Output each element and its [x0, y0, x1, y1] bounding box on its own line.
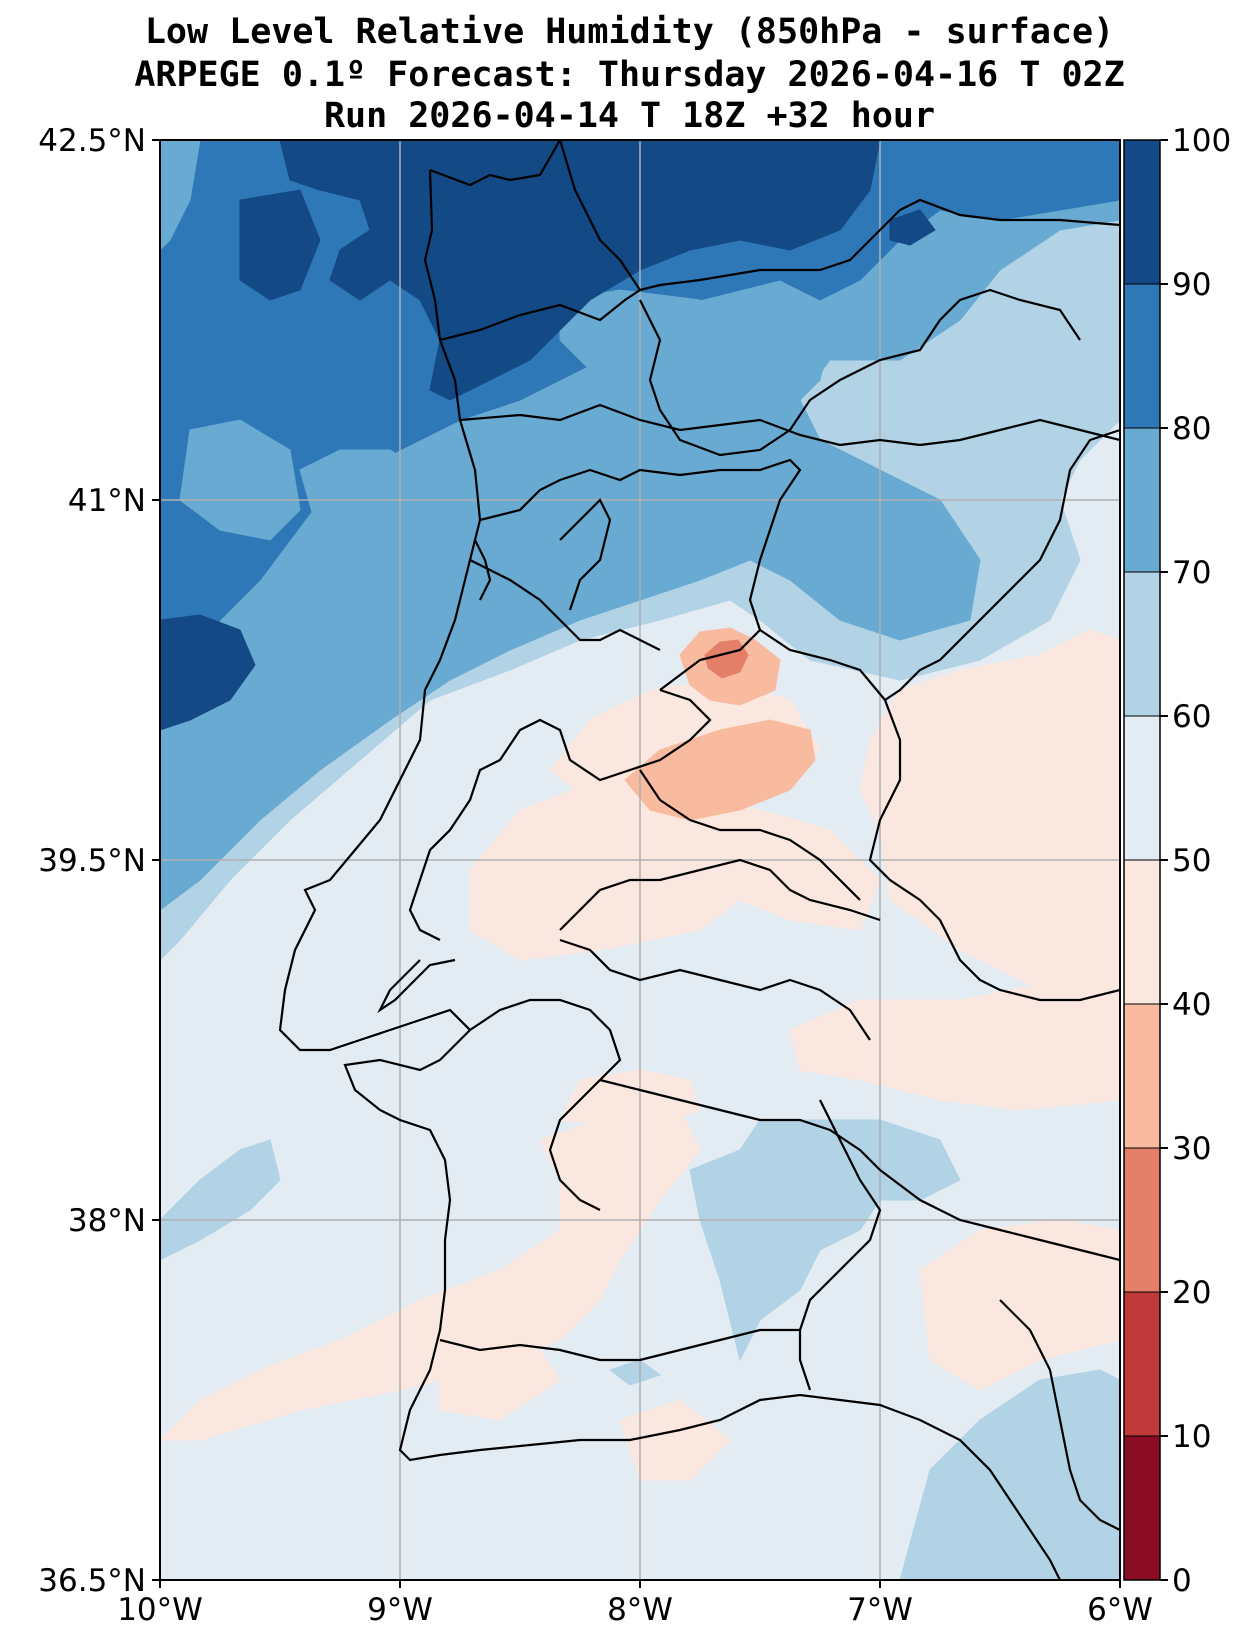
lat-tick: 39.5°N	[38, 843, 160, 879]
longitude-axis: 10°W 9°W 8°W 7°W 6°W	[117, 1580, 1153, 1628]
colorbar-tick-label: 60	[1172, 699, 1211, 735]
lon-tick: 10°W	[117, 1580, 203, 1628]
humidity-band-30-40	[624, 719, 816, 821]
humidity-band-40-50	[619, 1399, 731, 1481]
lon-tick-label: 8°W	[607, 1592, 673, 1628]
border-district	[559, 858, 881, 931]
border-minho-douro	[439, 289, 641, 342]
lat-tick-label: 41°N	[68, 483, 146, 519]
humidity-band-60-70	[758, 1119, 841, 1156]
border-district	[759, 629, 886, 701]
border-district	[559, 938, 871, 1041]
humidity-band-40-50	[919, 1219, 1120, 1391]
colorbar-segment	[1124, 284, 1160, 428]
map-title-line-2: ARPEGE 0.1º Forecast: Thursday 2026-04-1…	[134, 55, 1125, 95]
lon-tick-label: 7°W	[847, 1592, 913, 1628]
border-district	[639, 288, 1081, 457]
humidity-band-90-100	[160, 614, 256, 731]
colorbar-tick-label: 100	[1172, 123, 1231, 159]
map-title-line-3: Run 2026-04-14 T 18Z +32 hour	[323, 96, 936, 136]
border-district	[599, 1078, 881, 1171]
lon-tick: 7°W	[847, 1580, 913, 1628]
border-district	[459, 403, 1120, 447]
coastline	[278, 169, 1061, 1580]
lat-tick: 36.5°N	[38, 1563, 160, 1599]
lon-tick-label: 10°W	[117, 1592, 203, 1628]
colorbar-tick-label: 40	[1172, 987, 1211, 1023]
colorbar-segment	[1124, 1436, 1160, 1580]
border-spain-portugal-north	[429, 140, 561, 187]
colorbar-tick-label: 90	[1172, 267, 1211, 303]
colorbar-tick-label: 20	[1172, 1275, 1211, 1311]
border-portugal-spain-east	[868, 428, 1120, 1002]
lat-tick-label: 38°N	[68, 1203, 146, 1239]
lat-tick: 42.5°N	[38, 123, 160, 159]
lon-tick: 8°W	[607, 1580, 673, 1628]
colorbar-tick-label: 10	[1172, 1419, 1211, 1455]
border-district	[479, 458, 802, 691]
border-district	[469, 559, 661, 651]
humidity-band-20-30	[704, 639, 749, 679]
humidity-band-40-50	[789, 979, 1120, 1111]
lon-tick: 9°W	[367, 1580, 433, 1628]
colorbar-tick-label: 80	[1172, 411, 1211, 447]
lon-tick: 6°W	[1087, 1580, 1153, 1628]
border-district	[639, 769, 861, 901]
border-spain-portugal-north	[558, 140, 1120, 292]
border-district	[559, 498, 612, 611]
colorbar-tick-label: 0	[1172, 1563, 1192, 1599]
lon-tick-label: 6°W	[1087, 1592, 1153, 1628]
gridlines	[160, 140, 1120, 1580]
colorbar-segment	[1124, 428, 1160, 572]
humidity-band-60-70	[899, 1369, 1120, 1580]
map-title-line-1: Low Level Relative Humidity (850hPa - su…	[144, 12, 1115, 52]
colorbar-segment	[1124, 1004, 1160, 1148]
humidity-band-60-70	[608, 1359, 662, 1386]
humidity-band-70-80-inner	[179, 419, 301, 541]
colorbar-segment	[1124, 860, 1160, 1004]
humidity-band-90-100	[239, 189, 321, 301]
colorbar-segment	[1124, 716, 1160, 860]
estuary-aveiro	[474, 539, 492, 601]
colorbar-segment	[1124, 1148, 1160, 1292]
border-district	[879, 1169, 1120, 1262]
colorbar: 0 10 20 30 40 50 60 70 80 90 100	[1123, 123, 1231, 1599]
colorbar-tick-label: 70	[1172, 555, 1211, 591]
border-district	[798, 1099, 882, 1391]
colorbar-tick-label: 30	[1172, 1131, 1211, 1167]
border-district	[408, 688, 712, 941]
colorbar-segment	[1124, 140, 1160, 284]
humidity-band-70-80-inner	[689, 319, 831, 421]
border-district	[999, 1299, 1120, 1531]
border-district	[439, 1328, 800, 1362]
humidity-band-90-100	[889, 209, 936, 246]
humidity-band-90-100	[279, 140, 881, 401]
lat-tick: 41°N	[68, 483, 160, 519]
estuary-tejo	[377, 958, 456, 1014]
humidity-band-70-80-inner	[160, 140, 201, 251]
lat-tick: 38°N	[68, 1203, 160, 1239]
lat-tick-label: 36.5°N	[38, 1563, 146, 1599]
colorbar-segment	[1124, 572, 1160, 716]
border-district	[469, 998, 622, 1211]
colorbar-tick-label: 50	[1172, 843, 1211, 879]
lat-tick-label: 42.5°N	[38, 123, 146, 159]
humidity-band-40-50	[439, 1319, 561, 1421]
lat-tick-label: 39.5°N	[38, 843, 146, 879]
humidity-band-60-70	[160, 1139, 281, 1261]
colorbar-segment	[1124, 1292, 1160, 1436]
lon-tick-label: 9°W	[367, 1592, 433, 1628]
latitude-axis: 42.5°N 41°N 39.5°N 38°N 36.5°N	[38, 123, 160, 1599]
